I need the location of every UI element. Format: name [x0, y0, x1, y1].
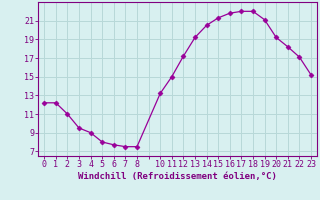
X-axis label: Windchill (Refroidissement éolien,°C): Windchill (Refroidissement éolien,°C): [78, 172, 277, 181]
